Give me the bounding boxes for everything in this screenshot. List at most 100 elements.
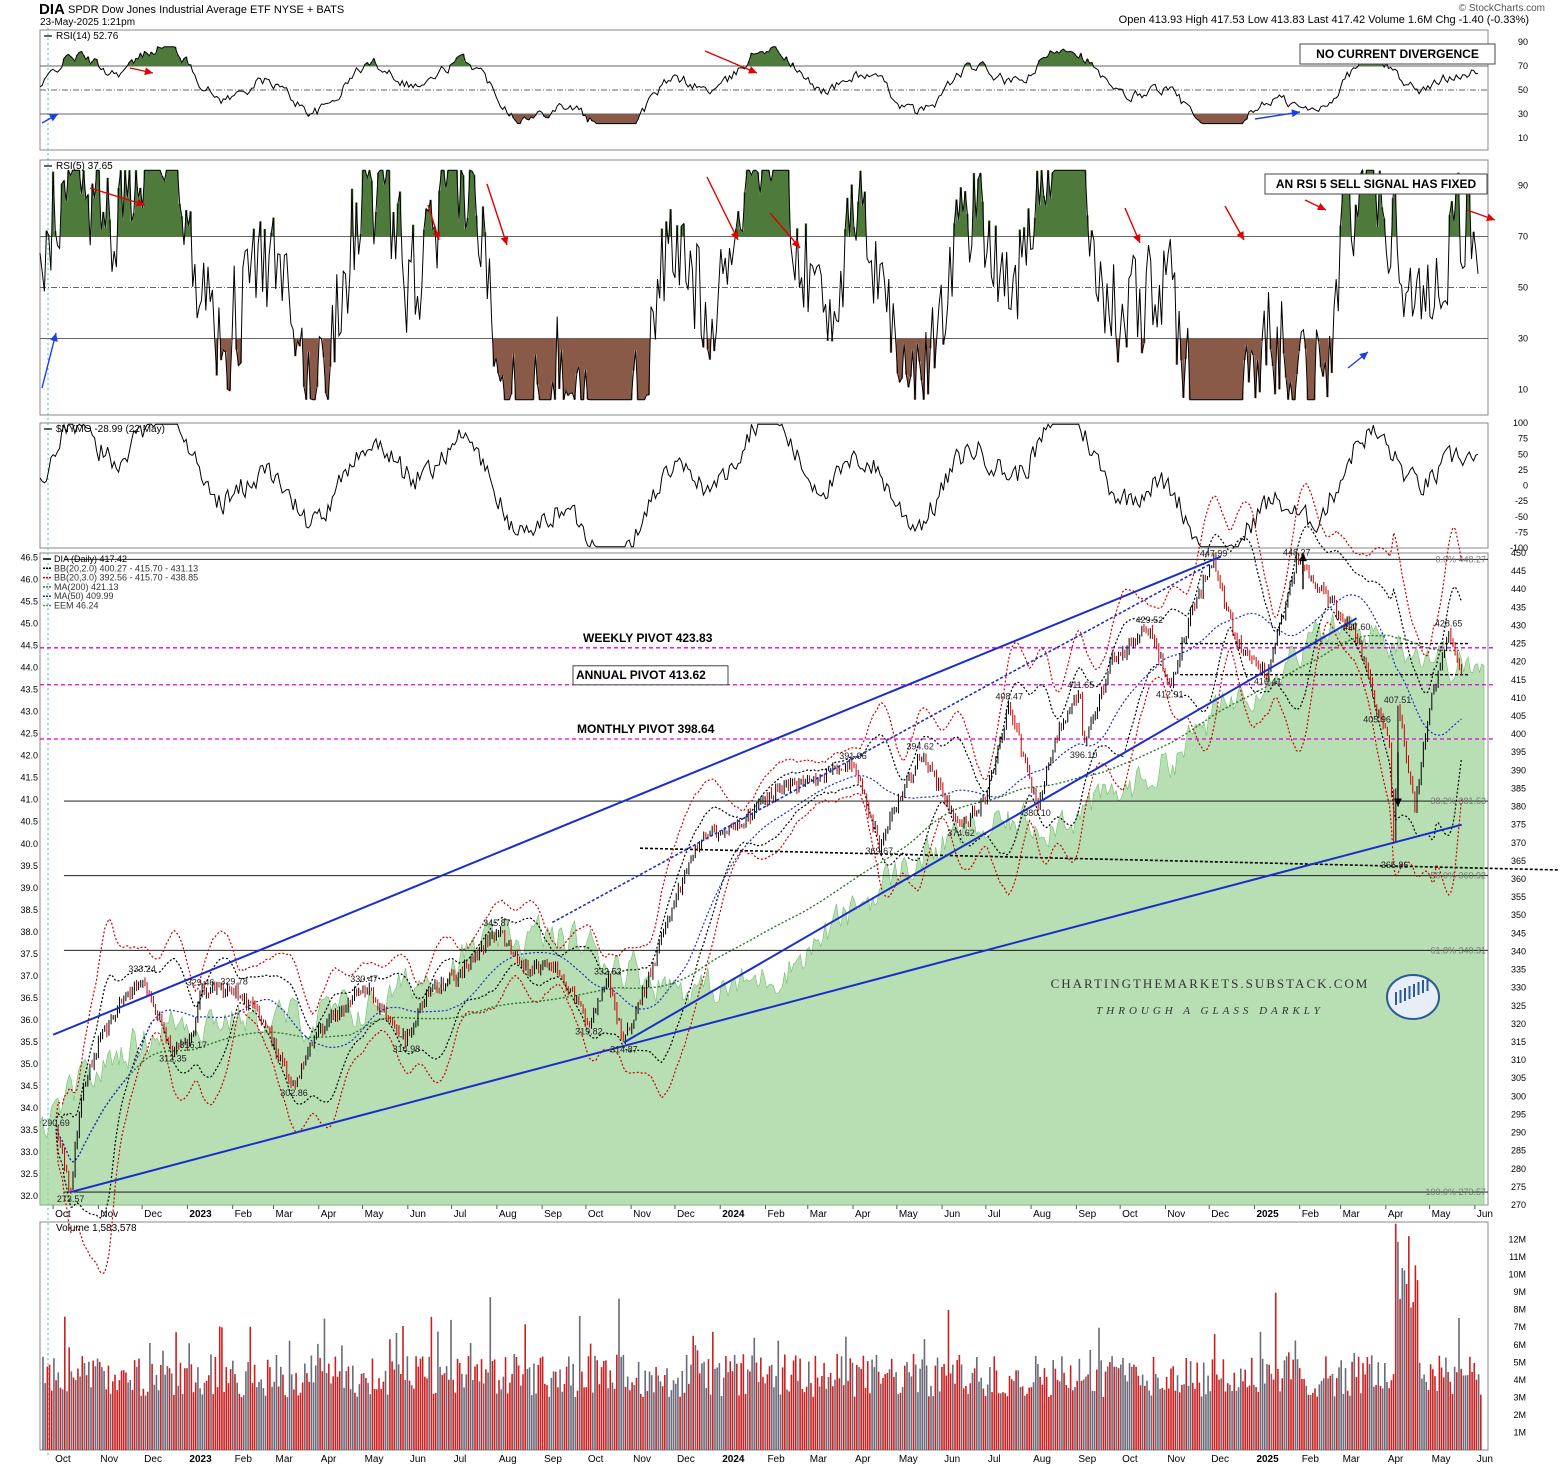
eem-y-tick: 42.0 [20,751,38,761]
volume-y-tick: 12M [1508,1235,1526,1245]
rsi14-annotation-box [1299,43,1496,65]
panel-legend: RSI(5) 37.65 [56,161,113,172]
rsi5-sell-arrow-head [500,236,509,245]
volume-y-tick: 2M [1513,1410,1526,1420]
price-point-label: 416.41 [1254,677,1282,687]
price-y-tick: 395 [1511,747,1526,757]
y-tick-label: 90 [1518,181,1528,191]
ticker-symbol: DIA [39,1,65,18]
price-y-tick: 315 [1511,1037,1526,1047]
price-legend-entry: BB(20,3.0) 392.56 - 415.70 - 438.85 [54,573,198,583]
price-y-tick: 325 [1511,1001,1526,1011]
eem-y-tick: 34.0 [20,1103,38,1113]
pivot-label: WEEKLY PIVOT 423.83 [583,631,713,645]
x-tick-label-price: Apr [321,1209,337,1220]
volume-y-tick: 8M [1513,1305,1526,1315]
eem-y-tick: 34.5 [20,1081,38,1091]
y-tick-label: 90 [1518,37,1528,47]
eem-y-tick: 39.0 [20,883,38,893]
price-y-tick: 370 [1511,838,1526,848]
eem-y-tick: 42.5 [20,729,38,739]
price-y-tick: 350 [1511,910,1526,920]
price-legend-entry: EEM 46.24 [54,601,99,611]
x-tick-label-volume: Apr [855,1454,871,1464]
price-point-label: 329.78 [220,976,248,986]
panel-frame-4 [39,1221,1489,1451]
rsi5-sell-arrow-head [1236,231,1244,240]
price-point-label: 405.96 [1363,715,1391,725]
eem-y-tick: 43.5 [20,685,38,695]
price-y-tick: 360 [1511,874,1526,884]
x-tick-label-volume: Mar [276,1454,294,1464]
rsi5-sell-arrow-head [1317,202,1326,211]
x-tick-label-volume: Jul [988,1454,1001,1464]
price-y-tick: 345 [1511,928,1526,938]
x-tick-label-volume: May [1432,1454,1451,1464]
x-tick-label-price: Nov [100,1209,118,1220]
x-tick-label-volume: Oct [55,1454,71,1464]
x-tick-label-volume: Oct [588,1454,604,1464]
volume-y-tick: 5M [1513,1357,1526,1367]
stockcharts-watermark: © StockCharts.com [1458,3,1545,14]
x-tick-label-price: Jun [944,1209,960,1220]
price-point-label: 332.52 [594,967,622,977]
fib-label: 38.2% 381.53 [1430,796,1486,806]
price-y-tick: 320 [1511,1019,1526,1029]
x-tick-label-volume: 2025 [1256,1454,1279,1464]
volume-y-tick: 9M [1513,1287,1526,1297]
price-point-label: 302.86 [280,1088,308,1098]
x-tick-label-price: Jun [410,1209,426,1220]
x-tick-label-price: Aug [1033,1209,1051,1220]
eem-y-tick: 32.5 [20,1169,38,1179]
volume-y-tick: 11M [1509,1252,1526,1262]
y-tick-label: 10 [1518,385,1528,395]
divergence-arrow [704,50,758,74]
price-y-tick: 300 [1511,1091,1526,1101]
x-tick-label-volume: Jun [410,1454,426,1464]
y-tick-label: 75 [1518,434,1528,444]
price-point-label: 369.67 [866,846,894,856]
x-tick-label-price: Mar [810,1209,828,1220]
rsi-oversold-fill [215,338,1333,400]
annual-pivot-box [572,665,729,686]
rsi5-sell-arrow [486,183,508,246]
eem-y-tick: 37.0 [20,971,38,981]
price-point-label: 407.51 [1384,695,1412,705]
x-tick-label-volume: 2024 [722,1454,745,1464]
rsi-oversold-fill [307,114,1248,124]
x-tick-label-volume: Jul [454,1454,467,1464]
eem-y-tick: 45.0 [20,618,38,628]
price-point-label: 429.52 [1136,615,1164,625]
price-legend-entry: BB(20,2.0) 400.27 - 415.70 - 431.13 [54,563,198,573]
x-tick-label-volume: Feb [1302,1454,1320,1464]
eem-y-tick: 35.5 [20,1037,38,1047]
x-tick-label-volume: Nov [1167,1454,1185,1464]
volume-y-tick: 4M [1513,1375,1526,1385]
x-tick-label-price: Aug [499,1209,517,1220]
watermark-site: CHARTINGTHEMARKETS.SUBSTACK.COM [1051,976,1370,991]
y-tick-label: 50 [1518,449,1528,459]
x-tick-label-price: May [365,1209,384,1220]
price-point-label: 314.87 [610,1044,638,1054]
x-tick-label-volume: Aug [1033,1454,1051,1464]
divergence-arrow-head [1291,109,1300,118]
x-tick-label-volume: Feb [767,1454,785,1464]
price-point-label: 391.96 [839,751,867,761]
trendline [70,823,1462,1194]
volume-y-tick: 10M [1508,1270,1526,1280]
x-tick-label-price: Dec [1211,1209,1229,1220]
x-tick-label-price: Feb [767,1209,785,1220]
x-tick-label-price: Oct [588,1209,604,1220]
x-tick-label-price: Dec [144,1209,162,1220]
y-tick-label: -50 [1515,512,1528,522]
y-tick-label: 100 [1513,418,1528,428]
eem-y-tick: 32.0 [20,1191,38,1201]
price-point-label: 314.98 [393,1044,421,1054]
panel-frame-2 [39,422,1489,549]
x-tick-label-volume: Sep [544,1454,562,1464]
eem-y-tick: 38.0 [20,927,38,937]
price-legend-entry: MA(200) 421.13 [54,582,119,592]
x-tick-label-volume: Nov [100,1454,118,1464]
y-tick-label: 50 [1518,85,1528,95]
